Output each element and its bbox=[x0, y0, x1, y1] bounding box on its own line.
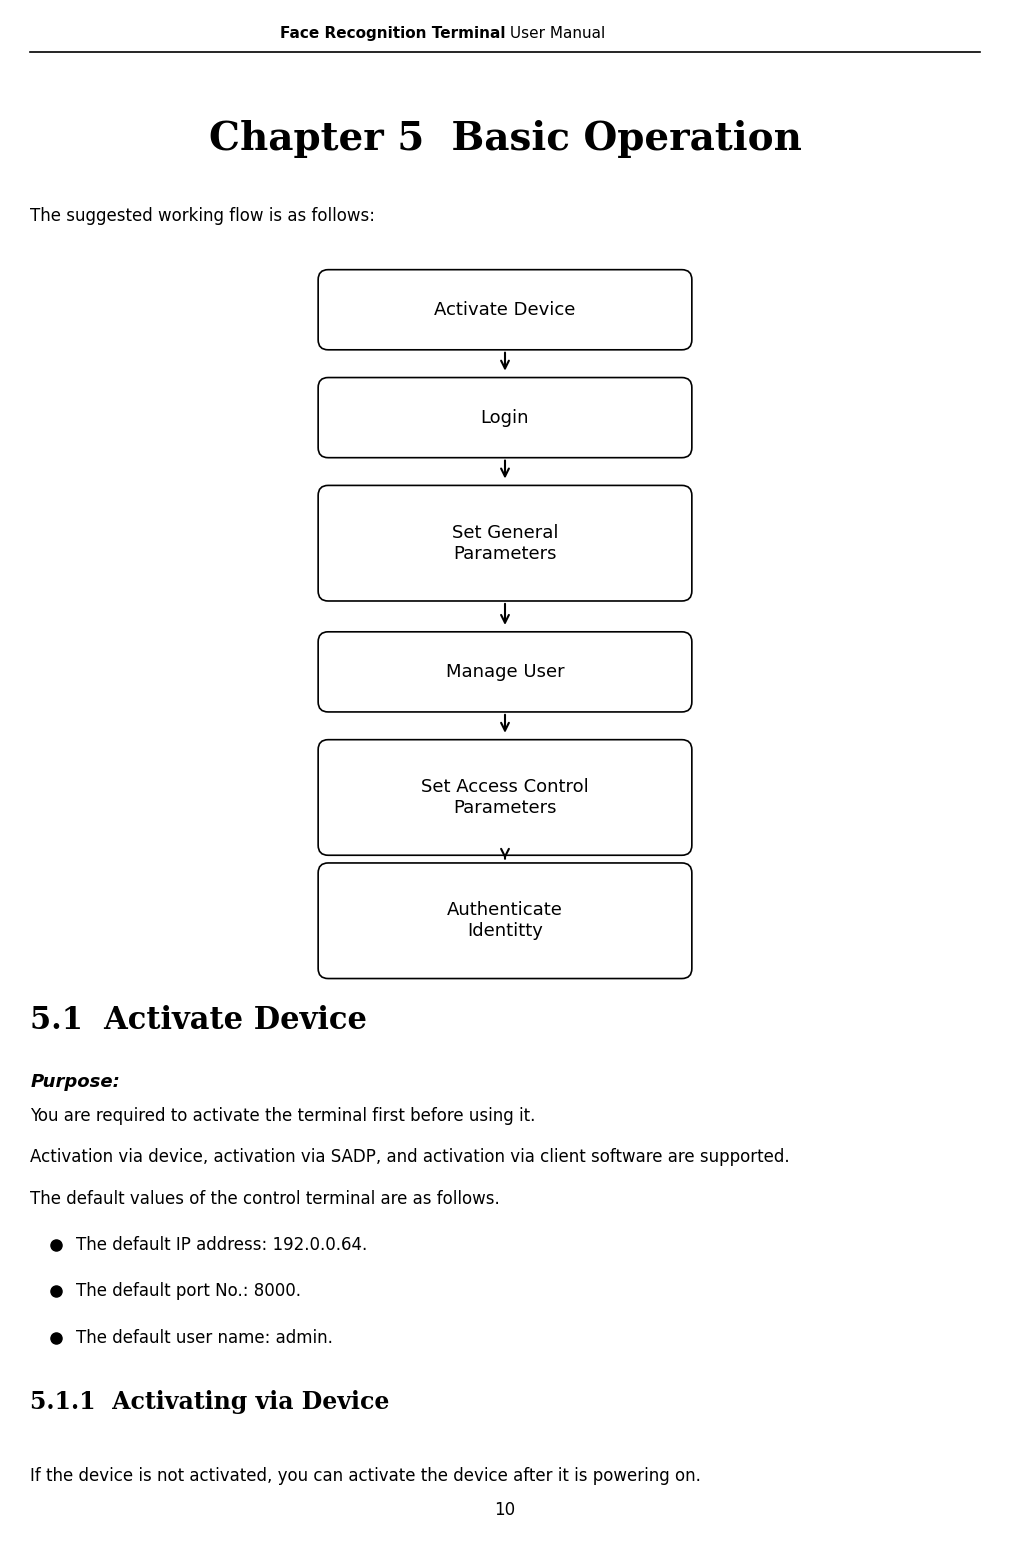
Text: 5.1.1  Activating via Device: 5.1.1 Activating via Device bbox=[30, 1390, 390, 1415]
Text: You are required to activate the terminal first before using it.: You are required to activate the termina… bbox=[30, 1106, 535, 1125]
Text: Purpose:: Purpose: bbox=[30, 1073, 120, 1091]
FancyBboxPatch shape bbox=[318, 740, 692, 855]
Text: Chapter 5  Basic Operation: Chapter 5 Basic Operation bbox=[208, 120, 802, 157]
Text: The default port No.: 8000.: The default port No.: 8000. bbox=[76, 1282, 301, 1301]
Text: Activation via device, activation via SADP, and activation via client software a: Activation via device, activation via SA… bbox=[30, 1148, 790, 1167]
Text: Manage User: Manage User bbox=[445, 663, 565, 681]
Text: Login: Login bbox=[481, 408, 529, 427]
Text: The suggested working flow is as follows:: The suggested working flow is as follows… bbox=[30, 206, 376, 225]
FancyBboxPatch shape bbox=[318, 485, 692, 601]
FancyBboxPatch shape bbox=[318, 632, 692, 712]
Text: 10: 10 bbox=[495, 1501, 515, 1519]
Text: User Manual: User Manual bbox=[505, 26, 605, 42]
Text: Set Access Control
Parameters: Set Access Control Parameters bbox=[421, 778, 589, 817]
Text: Face Recognition Terminal: Face Recognition Terminal bbox=[280, 26, 505, 42]
Text: The default values of the control terminal are as follows.: The default values of the control termin… bbox=[30, 1190, 500, 1208]
FancyBboxPatch shape bbox=[318, 863, 692, 979]
FancyBboxPatch shape bbox=[318, 378, 692, 458]
Text: Set General
Parameters: Set General Parameters bbox=[451, 524, 559, 562]
Text: 5.1  Activate Device: 5.1 Activate Device bbox=[30, 1005, 368, 1036]
Text: Activate Device: Activate Device bbox=[434, 300, 576, 319]
Text: The default IP address: 192.0.0.64.: The default IP address: 192.0.0.64. bbox=[76, 1236, 367, 1254]
Text: If the device is not activated, you can activate the device after it is powering: If the device is not activated, you can … bbox=[30, 1467, 701, 1486]
Text: The default user name: admin.: The default user name: admin. bbox=[76, 1328, 332, 1347]
Text: Authenticate
Identitty: Authenticate Identitty bbox=[447, 901, 563, 940]
FancyBboxPatch shape bbox=[318, 270, 692, 350]
